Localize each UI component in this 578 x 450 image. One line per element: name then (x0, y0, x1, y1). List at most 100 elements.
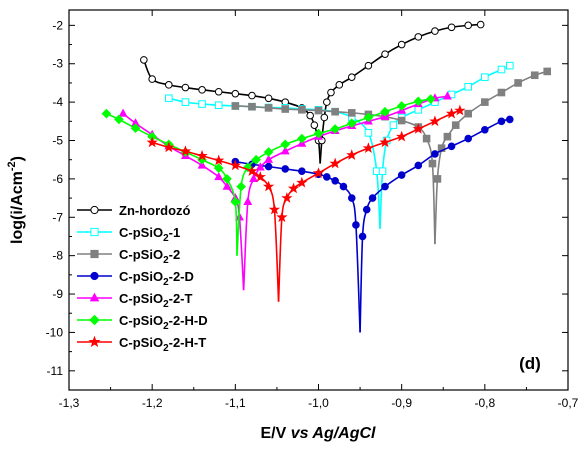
legend-label: C-pSiO2-2-H-T (119, 335, 206, 354)
data-point (505, 115, 514, 124)
series-line-anodic (242, 95, 448, 291)
data-point (397, 171, 406, 179)
data-point (246, 165, 258, 177)
data-point (165, 81, 173, 89)
data-point (163, 141, 175, 153)
data-point (397, 116, 406, 125)
data-point (476, 20, 485, 29)
data-point (222, 174, 232, 184)
data-point (505, 61, 514, 70)
data-point (243, 196, 253, 206)
data-point (297, 133, 307, 144)
data-point (231, 89, 240, 98)
data-point (276, 211, 288, 223)
data-point (451, 121, 460, 129)
data-point (364, 61, 373, 70)
y-tick-label: -6 (52, 172, 63, 186)
data-point (229, 159, 241, 171)
data-point (179, 145, 192, 157)
data-point (281, 192, 293, 203)
data-point (331, 107, 339, 116)
data-point (429, 115, 441, 127)
data-point (464, 82, 472, 91)
data-point (413, 96, 424, 107)
data-point (90, 227, 99, 237)
data-point (339, 182, 348, 191)
panel-label: (d) (519, 354, 541, 373)
data-point (236, 181, 246, 192)
data-point (464, 21, 473, 30)
data-point (381, 50, 389, 58)
data-point (364, 129, 373, 137)
data-point (379, 136, 391, 148)
series-line-cathodic (122, 113, 245, 291)
data-point (213, 154, 225, 166)
legend-label: C-pSiO2-2-T (119, 291, 193, 310)
data-point (268, 203, 281, 215)
data-point (347, 109, 356, 117)
data-point (396, 101, 407, 111)
data-point (346, 118, 357, 129)
data-point (214, 171, 224, 181)
data-point (433, 175, 442, 183)
data-point (347, 194, 356, 202)
data-point (264, 94, 273, 103)
series-6 (101, 94, 436, 256)
data-point (306, 111, 314, 120)
x-tick-label: -1,0 (308, 396, 329, 410)
data-point (414, 161, 423, 170)
data-point (146, 136, 158, 148)
data-point (346, 149, 358, 160)
data-point (298, 105, 306, 114)
legend-label: C-pSiO2-1 (119, 225, 180, 244)
axes-layer: -1,3 -1,2 -1,1 -1,0 -0,9 -0,8 -0,7 -2 -3 -4 -5 -6 -7… (46, 10, 578, 410)
plot-frame (68, 9, 569, 391)
data-point (347, 73, 356, 81)
series-1 (140, 20, 485, 164)
data-point (422, 134, 431, 143)
data-point (264, 154, 274, 163)
data-point (89, 314, 100, 326)
data-point (514, 79, 522, 87)
data-point (431, 150, 439, 158)
data-point (312, 167, 325, 178)
data-point (378, 167, 387, 176)
data-point (140, 56, 148, 64)
data-point (464, 109, 472, 118)
data-point (214, 87, 223, 96)
data-point (363, 112, 374, 123)
data-point (396, 130, 408, 142)
data-point (330, 124, 340, 134)
data-point (90, 205, 99, 215)
x-tick-label: -1,1 (225, 396, 246, 410)
data-point (214, 101, 223, 109)
y-tick-label: -3 (52, 57, 63, 71)
y-axis-title: log(i/Acm-2) (6, 156, 26, 244)
data-point (445, 107, 458, 119)
data-point (358, 232, 367, 241)
data-point (314, 106, 323, 115)
data-point (90, 271, 99, 281)
data-point (431, 27, 439, 35)
data-point (323, 98, 331, 106)
data-point (414, 105, 423, 114)
data-point (425, 94, 436, 104)
data-point (198, 100, 206, 108)
y-tick-label: -5 (52, 134, 63, 148)
data-point (397, 40, 406, 49)
legend: Zn-hordozó C-pSiO2-1 C-pSiO2-2 C-pSiO2-2-D C… (77, 203, 208, 354)
data-point (352, 221, 360, 229)
x-tick-label: -0,7 (558, 396, 578, 410)
data-point (280, 146, 290, 155)
y-tick-label: -2 (52, 18, 63, 32)
y-tick-label: -10 (46, 325, 64, 339)
data-point (281, 105, 290, 113)
x-axis-title: E/V vs Ag/AgCl (261, 425, 377, 442)
data-point (248, 91, 256, 100)
x-tick-label: -1,2 (142, 396, 163, 410)
data-point (118, 108, 128, 117)
data-point (497, 117, 506, 126)
data-point (323, 173, 331, 181)
data-point (263, 147, 274, 157)
